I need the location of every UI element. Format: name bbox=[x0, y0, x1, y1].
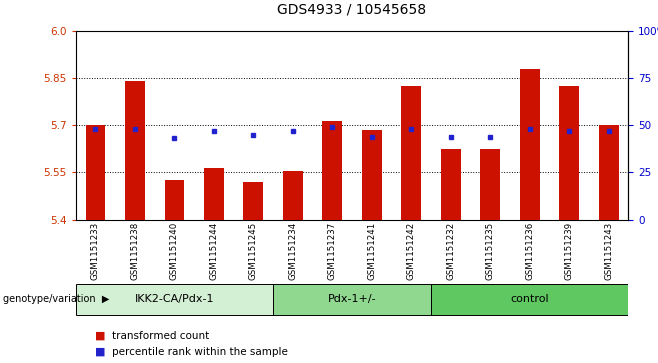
FancyBboxPatch shape bbox=[431, 284, 628, 315]
Text: GSM1151241: GSM1151241 bbox=[367, 221, 376, 280]
Bar bbox=[520, 69, 540, 220]
Text: GSM1151233: GSM1151233 bbox=[91, 221, 100, 280]
Text: GSM1151244: GSM1151244 bbox=[209, 221, 218, 280]
Bar bbox=[441, 149, 461, 220]
Bar bbox=[401, 86, 421, 220]
Text: GSM1151245: GSM1151245 bbox=[249, 221, 258, 280]
FancyBboxPatch shape bbox=[76, 284, 273, 315]
Text: GSM1151236: GSM1151236 bbox=[525, 221, 534, 280]
Bar bbox=[86, 125, 105, 220]
Text: IKK2-CA/Pdx-1: IKK2-CA/Pdx-1 bbox=[135, 294, 214, 305]
Bar bbox=[204, 168, 224, 220]
Text: genotype/variation  ▶: genotype/variation ▶ bbox=[3, 294, 110, 305]
Bar bbox=[480, 149, 500, 220]
Bar bbox=[283, 171, 303, 220]
Text: ■: ■ bbox=[95, 331, 106, 341]
Text: GSM1151243: GSM1151243 bbox=[604, 221, 613, 280]
Text: ■: ■ bbox=[95, 347, 106, 357]
Bar bbox=[362, 130, 382, 220]
Bar bbox=[322, 121, 342, 220]
Bar bbox=[164, 180, 184, 220]
Bar bbox=[243, 182, 263, 220]
Text: control: control bbox=[511, 294, 549, 305]
Text: GSM1151242: GSM1151242 bbox=[407, 221, 416, 280]
Text: transformed count: transformed count bbox=[112, 331, 209, 341]
Text: GSM1151232: GSM1151232 bbox=[446, 221, 455, 280]
Bar bbox=[125, 81, 145, 220]
Text: percentile rank within the sample: percentile rank within the sample bbox=[112, 347, 288, 357]
Text: GDS4933 / 10545658: GDS4933 / 10545658 bbox=[278, 2, 426, 16]
Text: GSM1151234: GSM1151234 bbox=[288, 221, 297, 280]
Text: GSM1151240: GSM1151240 bbox=[170, 221, 179, 280]
Text: GSM1151235: GSM1151235 bbox=[486, 221, 495, 280]
Text: GSM1151237: GSM1151237 bbox=[328, 221, 337, 280]
FancyBboxPatch shape bbox=[273, 284, 431, 315]
Bar bbox=[559, 86, 579, 220]
Text: Pdx-1+/-: Pdx-1+/- bbox=[328, 294, 376, 305]
Text: GSM1151239: GSM1151239 bbox=[565, 221, 574, 280]
Bar bbox=[599, 125, 619, 220]
Text: GSM1151238: GSM1151238 bbox=[130, 221, 139, 280]
